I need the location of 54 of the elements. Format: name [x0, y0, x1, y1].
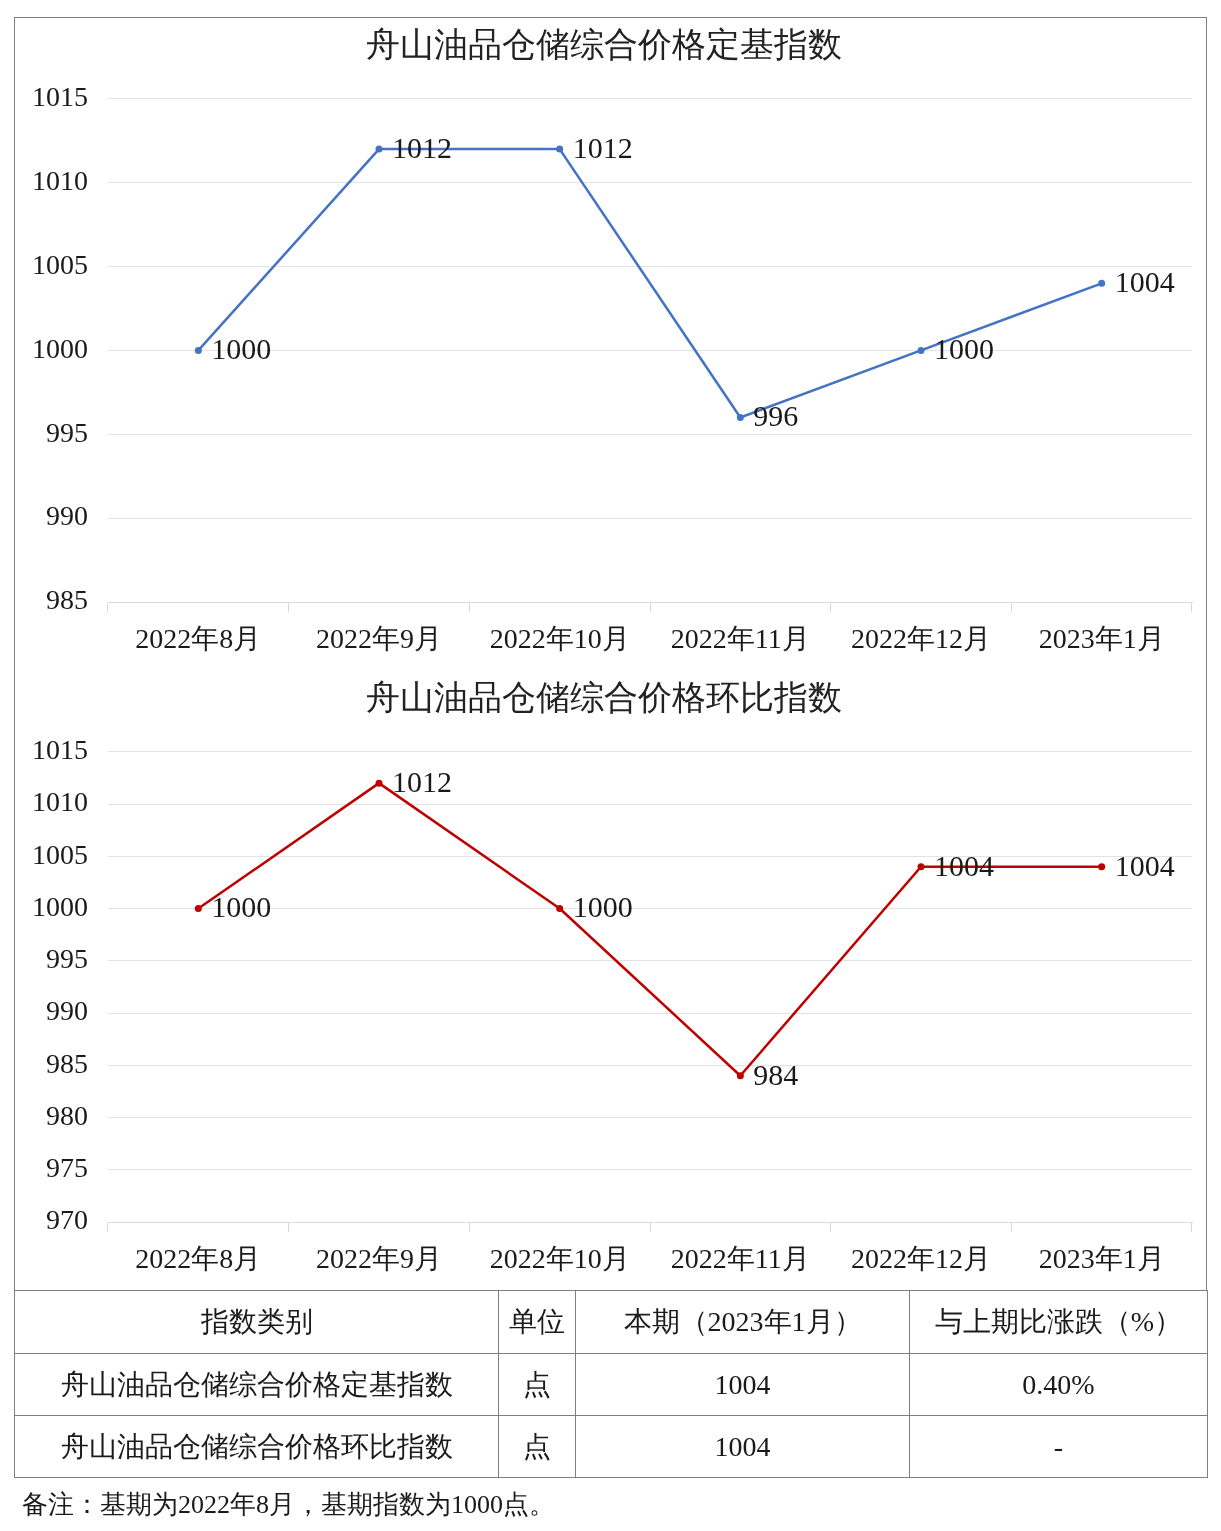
y-tick-label: 980: [46, 1099, 88, 1131]
chart-title: 舟山油品仓储综合价格环比指数: [365, 679, 842, 717]
text: -: [1053, 1430, 1064, 1462]
category-label: 指数类别: [14, 1290, 499, 1354]
x-tick-label: 2022年12月: [851, 1243, 991, 1275]
data-label: 1000: [211, 332, 272, 366]
y-tick-label: 995: [46, 416, 88, 448]
text: 1004: [714, 1368, 771, 1400]
text: 点: [523, 1430, 551, 1462]
x-tick-label: 2022年10月: [489, 1243, 630, 1275]
text: 点: [523, 1368, 551, 1400]
data-label: 1004: [1114, 265, 1175, 299]
x-tick-label: 2022年8月: [135, 623, 262, 655]
x-tick-label: 2022年9月: [316, 1243, 442, 1275]
y-tick-label: 990: [46, 500, 88, 532]
x-tick-label: 2022年11月: [670, 623, 810, 655]
data-label: 1012: [392, 765, 452, 799]
y-tick-label: 990: [46, 995, 88, 1027]
category-label: 舟山油品仓储综合价格环比指数: [60, 1430, 453, 1462]
chart-title: 舟山油品仓储综合价格定基指数: [365, 26, 842, 64]
x-tick-label: 2022年9月: [316, 623, 442, 655]
y-tick-label: 1010: [32, 786, 88, 818]
y-tick-label: 1005: [32, 838, 88, 870]
x-tick-label: 2022年11月: [670, 1243, 810, 1275]
data-label: 996: [753, 399, 799, 433]
data-label: 1000: [211, 890, 272, 924]
data-label: 984: [753, 1057, 799, 1091]
y-tick-label: 1010: [32, 165, 88, 197]
x-tick-label: 2023年1月: [1038, 623, 1165, 655]
x-tick-label: 2022年8月: [135, 1243, 262, 1275]
y-tick-label: 1000: [32, 332, 88, 364]
text: 备注：基期为2022年8月，基期指数为1000点。: [22, 1489, 556, 1521]
text: 0.40%: [1022, 1368, 1095, 1400]
x-tick-label: 2022年10月: [489, 623, 630, 655]
y-tick-label: 970: [46, 1204, 88, 1236]
category-label: 单位: [498, 1290, 576, 1354]
y-tick-label: 1015: [32, 734, 88, 766]
x-tick-label: 2022年12月: [851, 623, 991, 655]
y-tick-label: 975: [46, 1152, 88, 1184]
category-label: 舟山油品仓储综合价格定基指数: [60, 1368, 453, 1400]
category-label: 本期（2023年1月）: [575, 1290, 910, 1354]
data-label: 1012: [572, 130, 633, 164]
data-label: 1000: [572, 890, 633, 924]
y-tick-label: 1005: [32, 248, 88, 280]
data-label: 1000: [934, 332, 994, 366]
text: 1004: [714, 1430, 771, 1462]
category-label: 与上期比涨跌（%）: [909, 1290, 1208, 1354]
y-tick-label: 1000: [32, 890, 88, 922]
y-tick-label: 985: [46, 584, 88, 616]
y-tick-label: 1015: [32, 81, 88, 113]
data-label: 1004: [1114, 848, 1175, 882]
y-tick-label: 985: [46, 1047, 88, 1079]
y-tick-label: 995: [46, 943, 88, 975]
x-tick-label: 2023年1月: [1038, 1243, 1165, 1275]
